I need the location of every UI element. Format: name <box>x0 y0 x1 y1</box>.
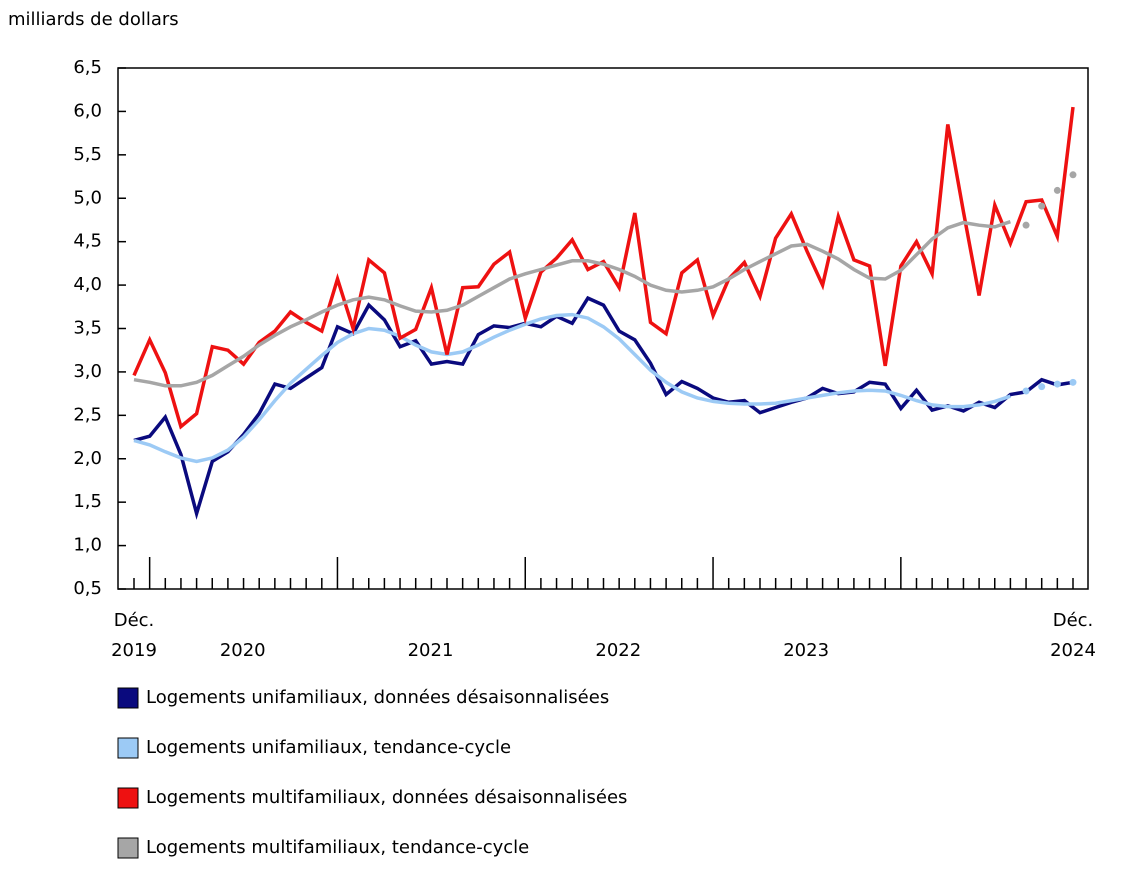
x-year-label: 2020 <box>220 640 266 661</box>
y-tick-label: 6,5 <box>73 57 102 78</box>
provisional-point <box>1069 378 1077 386</box>
legend-label: Logements multifamiliaux, données désais… <box>146 787 627 808</box>
y-tick-label: 0,5 <box>73 578 102 599</box>
y-tick-label: 3,0 <box>73 361 102 382</box>
provisional-point <box>1022 221 1030 229</box>
provisional-point <box>1053 380 1061 388</box>
y-tick-label: 2,0 <box>73 448 102 469</box>
x-year-label: 2024 <box>1050 640 1096 661</box>
y-tick-label: 3,5 <box>73 318 102 339</box>
y-tick-label: 5,5 <box>73 144 102 165</box>
x-year-label: 2019 <box>111 640 157 661</box>
legend-label: Logements unifamiliaux, tendance-cycle <box>146 737 511 758</box>
series-line <box>132 106 1075 430</box>
legend-label: Logements multifamiliaux, tendance-cycle <box>146 837 529 858</box>
y-tick-label: 1,0 <box>73 535 102 556</box>
y-tick-label: 1,5 <box>73 491 102 512</box>
legend-label: Logements unifamiliaux, données désaison… <box>146 687 609 708</box>
provisional-point <box>1038 202 1046 210</box>
provisional-point <box>1022 387 1030 395</box>
legend-swatch <box>117 687 139 709</box>
series-line <box>133 220 1011 388</box>
legend-swatch <box>117 737 139 759</box>
x-year-label: 2023 <box>783 640 829 661</box>
y-axis-label: milliards de dollars <box>8 9 179 30</box>
series-line <box>133 295 1074 520</box>
series-line <box>133 312 1011 464</box>
provisional-point <box>1053 186 1061 194</box>
x-tick-label: Déc. <box>114 610 155 631</box>
x-year-label: 2022 <box>595 640 641 661</box>
y-tick-label: 2,5 <box>73 404 102 425</box>
y-tick-label: 4,5 <box>73 231 102 252</box>
y-tick-label: 4,0 <box>73 274 102 295</box>
y-tick-label: 5,0 <box>73 187 102 208</box>
y-tick-label: 6,0 <box>73 100 102 121</box>
x-year-label: 2021 <box>408 640 454 661</box>
legend-swatch <box>117 787 139 809</box>
provisional-point <box>1069 171 1077 179</box>
x-tick-label: Déc. <box>1053 610 1094 631</box>
legend-swatch <box>117 837 139 859</box>
provisional-point <box>1038 383 1046 391</box>
